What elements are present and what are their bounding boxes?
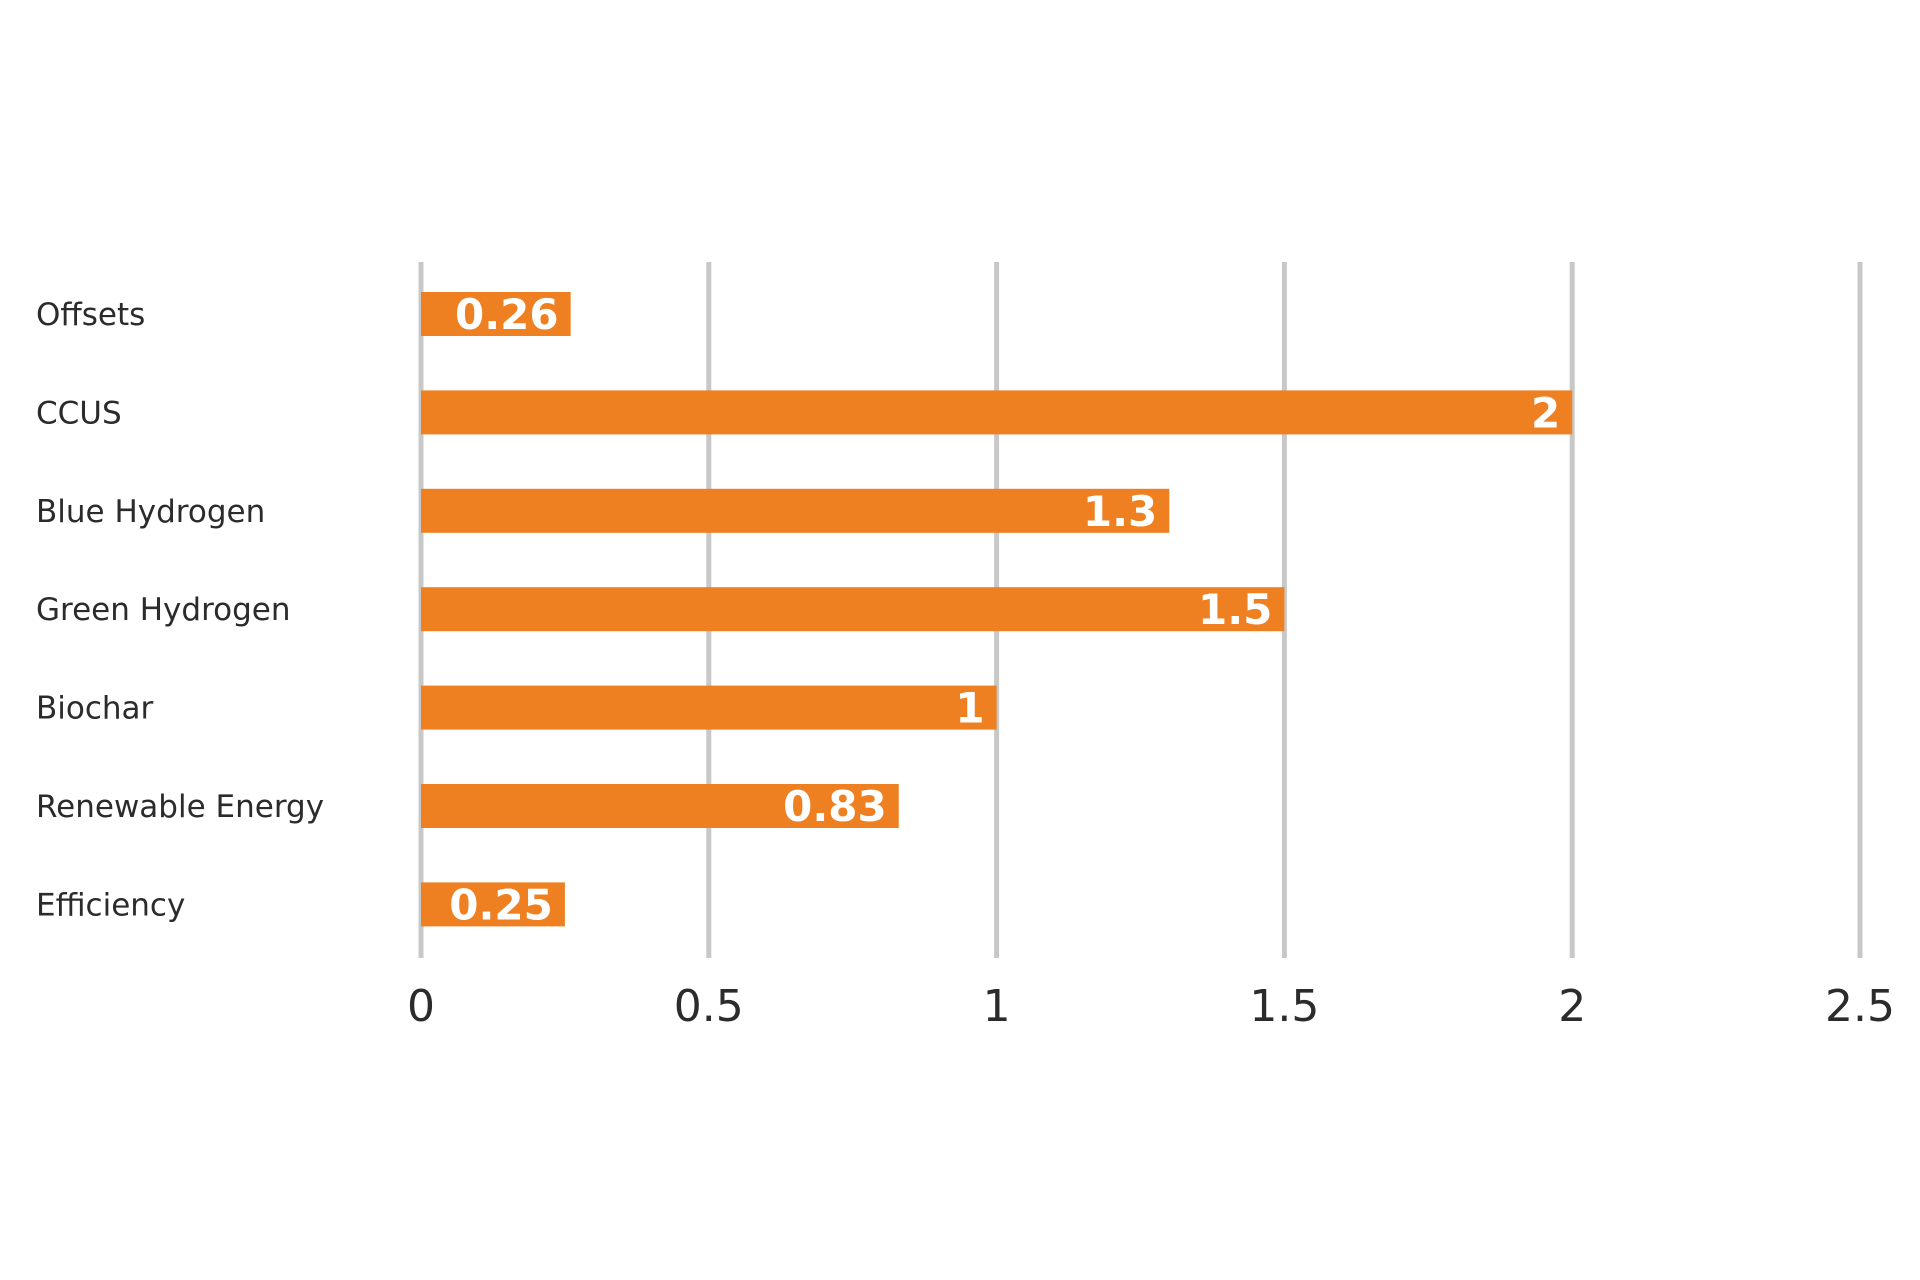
bars — [421, 292, 1573, 927]
category-label-efficiency: Efficiency — [36, 887, 185, 923]
bar-biochar — [421, 685, 997, 730]
bar-renewable-energy — [421, 784, 899, 828]
data-label-ccus: 2 — [1531, 388, 1560, 437]
data-label-biochar: 1 — [955, 684, 984, 733]
bar-efficiency — [421, 882, 565, 927]
bar-offsets — [421, 292, 571, 336]
bar-blue-hydrogen — [421, 488, 1170, 533]
category-label-ccus: CCUS — [36, 395, 122, 431]
category-label-renewable-energy: Renewable Energy — [36, 789, 324, 825]
x-tick-label: 0.5 — [674, 981, 744, 1032]
bar-ccus — [421, 390, 1573, 435]
category-label-green-hydrogen: Green Hydrogen — [36, 592, 291, 628]
x-tick-label: 2.5 — [1825, 981, 1895, 1032]
category-label-biochar: Biochar — [36, 691, 154, 727]
data-label-renewable-energy: 0.83 — [783, 782, 887, 831]
category-labels: Offsets CCUS Blue Hydrogen Green Hydrogen Bi… — [36, 297, 324, 923]
data-label-green-hydrogen: 1.5 — [1198, 585, 1272, 634]
x-tick-label: 1 — [983, 981, 1011, 1032]
data-label-blue-hydrogen: 1.3 — [1083, 487, 1157, 536]
x-axis-tick-labels: 0 0.5 1 1.5 2 2.5 — [407, 981, 1895, 1032]
x-tick-label: 2 — [1558, 981, 1586, 1032]
bar-green-hydrogen — [421, 587, 1285, 632]
category-label-blue-hydrogen: Blue Hydrogen — [36, 494, 265, 530]
data-label-efficiency: 0.25 — [449, 880, 553, 929]
x-tick-label: 1.5 — [1249, 981, 1319, 1032]
data-label-offsets: 0.26 — [455, 290, 559, 339]
data-labels: 0.26 2 1.3 1.5 1 0.83 0.25 — [449, 290, 1560, 929]
category-label-offsets: Offsets — [36, 297, 145, 333]
x-tick-label: 0 — [407, 981, 435, 1032]
